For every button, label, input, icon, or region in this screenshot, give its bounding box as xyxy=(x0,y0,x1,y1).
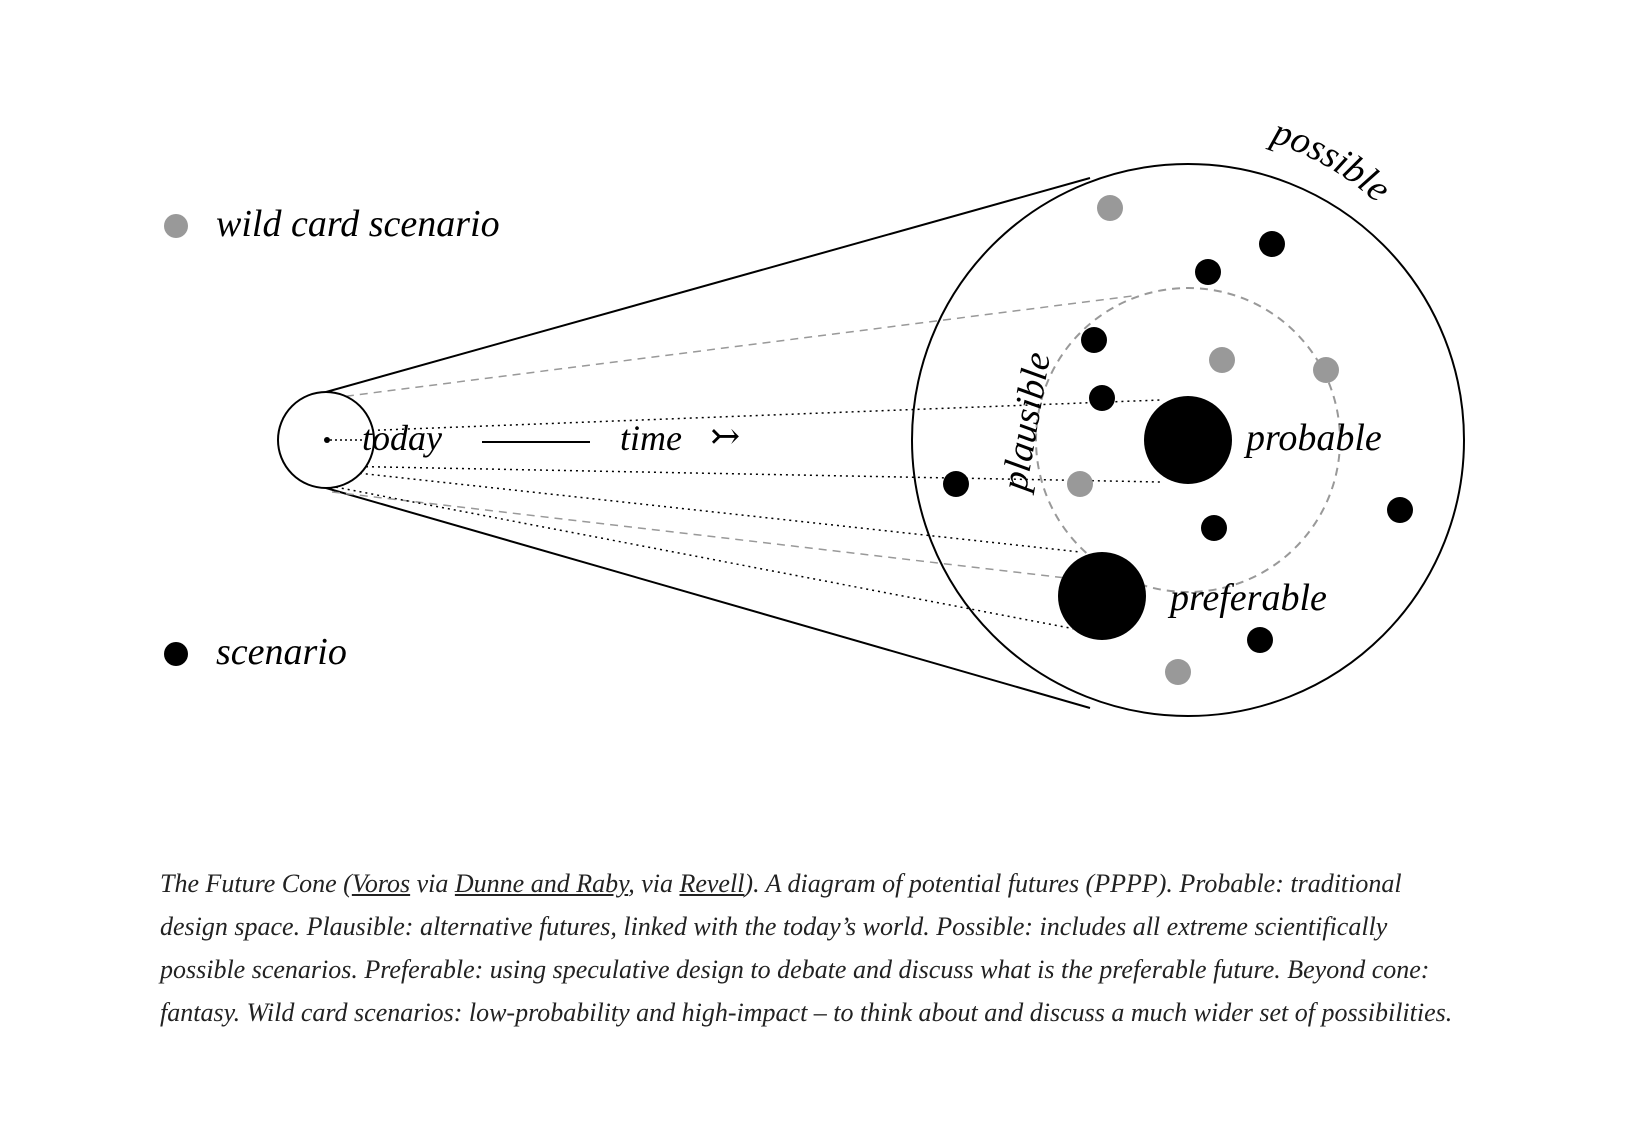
link-voros[interactable]: Voros xyxy=(351,869,411,898)
scenario-dot xyxy=(1081,327,1107,353)
scenario-dot xyxy=(1259,231,1285,257)
scenario-dot xyxy=(1195,259,1221,285)
wild-card-dot xyxy=(1067,471,1093,497)
today-point xyxy=(324,437,330,443)
scenario-dot xyxy=(1247,627,1273,653)
preferable-dot xyxy=(1058,552,1146,640)
legend-wild-card-label: wild card scenario xyxy=(216,203,500,245)
scenario-dot xyxy=(943,471,969,497)
plausible-circle xyxy=(1035,287,1341,593)
caption-text-3: , via xyxy=(628,869,680,898)
plausible-label: plausible xyxy=(993,349,1059,497)
cone-lower-edge xyxy=(325,487,1091,709)
time-arrow-icon: ↣ xyxy=(710,416,740,456)
time-label: time xyxy=(620,418,682,458)
legend-scenario-dot xyxy=(164,642,188,666)
preferable-lower-line xyxy=(329,485,1081,631)
link-dunne-and-raby[interactable]: Dunne and Raby xyxy=(454,869,629,898)
caption-text-2: via xyxy=(410,869,455,898)
caption-text-1: The Future Cone ( xyxy=(160,869,352,898)
probable-lower-line xyxy=(329,465,1161,483)
cone-upper-edge xyxy=(325,177,1091,393)
plausible-lower-edge xyxy=(331,491,1101,583)
probable-dot xyxy=(1144,396,1232,484)
link-revell[interactable]: Revell xyxy=(679,869,745,898)
scenario-dot xyxy=(1201,515,1227,541)
plausible-upper-edge xyxy=(331,295,1133,399)
future-cone-diagram: wild card scenario scenario today time ↣… xyxy=(164,110,1465,717)
legend-scenario-label: scenario xyxy=(216,631,347,673)
possible-circle xyxy=(911,163,1465,717)
scenario-dot xyxy=(1387,497,1413,523)
figure-caption: The Future Cone (Voros via Dunne and Rab… xyxy=(160,862,1460,1034)
today-label: today xyxy=(362,418,442,458)
wild-card-dot xyxy=(1209,347,1235,373)
preferable-label: preferable xyxy=(1167,577,1327,619)
wild-card-dot xyxy=(1165,659,1191,685)
legend-wild-card-dot xyxy=(164,214,188,238)
wild-card-dot xyxy=(1313,357,1339,383)
wild-card-dot xyxy=(1097,195,1123,221)
scenario-dot xyxy=(1089,385,1115,411)
probable-upper-line xyxy=(329,399,1161,433)
caption-text-4: ). A diagram of potential futures (PPPP)… xyxy=(160,869,1453,1027)
possible-label: possible xyxy=(1264,110,1399,211)
probable-label: probable xyxy=(1243,417,1382,459)
